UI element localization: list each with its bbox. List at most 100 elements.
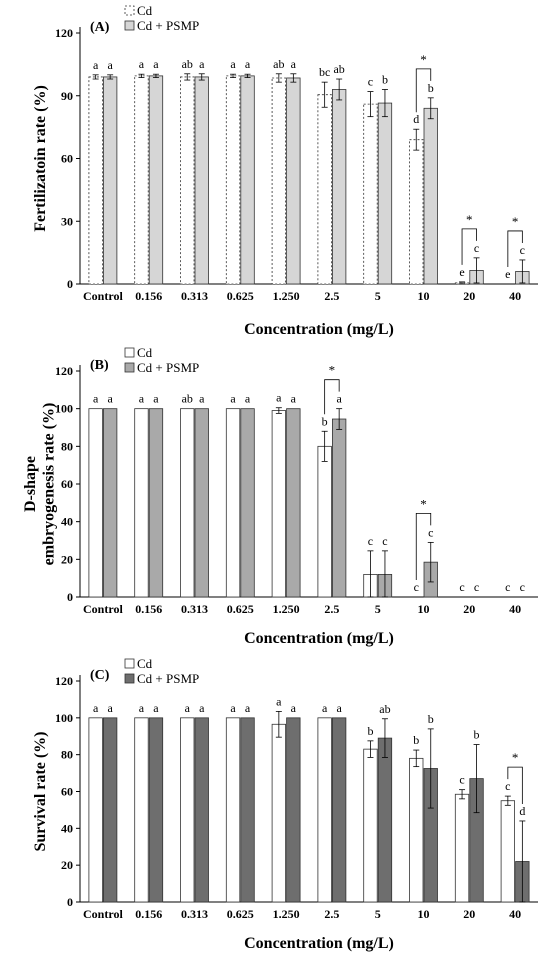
bar <box>271 77 287 285</box>
significance-bracket <box>461 228 477 265</box>
legend-swatch <box>124 5 135 16</box>
significance-letter: b <box>428 81 434 95</box>
significance-letter: a <box>230 701 236 715</box>
y-tick-label: 20 <box>61 552 73 566</box>
significance-letter: e <box>459 265 464 279</box>
y-tick-label: 30 <box>61 214 73 228</box>
y-tick-label: 60 <box>61 152 73 166</box>
bar <box>134 408 149 598</box>
bar <box>240 75 255 285</box>
y-axis-title-line: D-shape <box>22 456 39 512</box>
significance-letter: c <box>505 580 510 594</box>
significance-letter: d <box>519 804 525 818</box>
x-tick-label: 1.250 <box>273 907 300 921</box>
bar <box>331 717 347 903</box>
significance-letter: b <box>382 72 388 86</box>
y-tick-label: 90 <box>61 89 73 103</box>
significance-letter: d <box>413 112 419 126</box>
x-tick-label: 5 <box>375 602 381 616</box>
significance-letter: ab <box>379 702 390 716</box>
x-tick-label: 1.250 <box>273 289 300 303</box>
y-tick-label: 100 <box>55 402 73 416</box>
legend-label: Cd + PSMP <box>137 360 199 375</box>
x-tick-label: 10 <box>418 602 430 616</box>
significance-star: * <box>329 363 336 378</box>
bar <box>240 717 255 903</box>
bar <box>88 408 103 598</box>
legend-label: Cd + PSMP <box>137 671 199 686</box>
x-tick-label: 0.156 <box>135 602 162 616</box>
bar <box>377 102 393 285</box>
x-tick-label: 0.625 <box>227 602 254 616</box>
significance-letter: a <box>93 392 99 406</box>
bar <box>103 408 118 598</box>
x-tick-label: 10 <box>418 907 430 921</box>
x-tick-label: 40 <box>509 602 521 616</box>
bar <box>317 445 332 598</box>
significance-star: * <box>466 212 473 227</box>
significance-letter: b <box>428 712 434 726</box>
significance-letter: b <box>474 728 480 742</box>
significance-letter: c <box>520 243 525 257</box>
y-tick-label: 80 <box>61 748 73 762</box>
x-tick-label: 10 <box>418 289 430 303</box>
y-tick-label: 60 <box>61 477 73 491</box>
significance-letter: a <box>291 701 297 715</box>
bar <box>409 757 424 903</box>
bar <box>103 717 118 903</box>
bar <box>148 408 164 598</box>
y-axis-title: Survival rate (%) <box>32 732 49 852</box>
bar <box>103 76 118 285</box>
legend-swatch <box>124 658 135 669</box>
bar <box>331 89 347 285</box>
significance-letter: ab <box>333 62 344 76</box>
y-tick-label: 120 <box>55 364 73 378</box>
x-tick-label: 40 <box>509 907 521 921</box>
y-tick-label: 0 <box>67 895 73 909</box>
x-tick-label: 2.5 <box>324 602 339 616</box>
bar <box>194 717 209 903</box>
bar <box>88 717 103 903</box>
significance-letter: a <box>139 701 145 715</box>
significance-letter: a <box>139 392 145 406</box>
x-tick-label: 0.313 <box>181 907 208 921</box>
significance-bracket <box>507 766 523 804</box>
panel-label: (A) <box>90 20 110 35</box>
legend-label: Cd <box>137 3 153 18</box>
y-axis-title: D-shapeembryogenesis rate (%) <box>22 403 57 566</box>
significance-letter: a <box>230 392 236 406</box>
significance-bracket <box>415 68 432 113</box>
significance-letter: b <box>367 724 373 738</box>
significance-letter: a <box>276 391 282 405</box>
significance-star: * <box>420 52 427 67</box>
bar <box>377 737 393 903</box>
significance-letter: bc <box>319 65 330 79</box>
bar <box>180 408 195 598</box>
x-tick-label: 20 <box>463 907 475 921</box>
x-tick-label: 20 <box>463 602 475 616</box>
bar <box>286 717 301 903</box>
bar <box>423 107 438 285</box>
bar <box>331 418 347 598</box>
y-tick-label: 0 <box>67 590 73 604</box>
significance-letter: c <box>414 580 419 594</box>
bar <box>180 76 195 285</box>
x-axis-title: Concentration (mg/L) <box>244 935 394 952</box>
legend-swatch <box>124 362 135 373</box>
y-tick-label: 120 <box>55 26 73 40</box>
bar <box>409 139 424 285</box>
y-tick-label: 40 <box>61 821 73 835</box>
significance-letter: a <box>245 392 251 406</box>
significance-letter: ab <box>182 57 193 71</box>
bar <box>134 75 149 285</box>
x-tick-label: 0.313 <box>181 289 208 303</box>
significance-letter: c <box>428 525 433 539</box>
significance-letter: a <box>93 701 99 715</box>
bar <box>500 800 516 903</box>
significance-letter: ab <box>273 57 284 71</box>
significance-letter: a <box>107 392 113 406</box>
bar <box>194 76 209 285</box>
bar <box>240 408 255 598</box>
significance-letter: a <box>230 57 236 71</box>
significance-letter: a <box>93 58 99 72</box>
